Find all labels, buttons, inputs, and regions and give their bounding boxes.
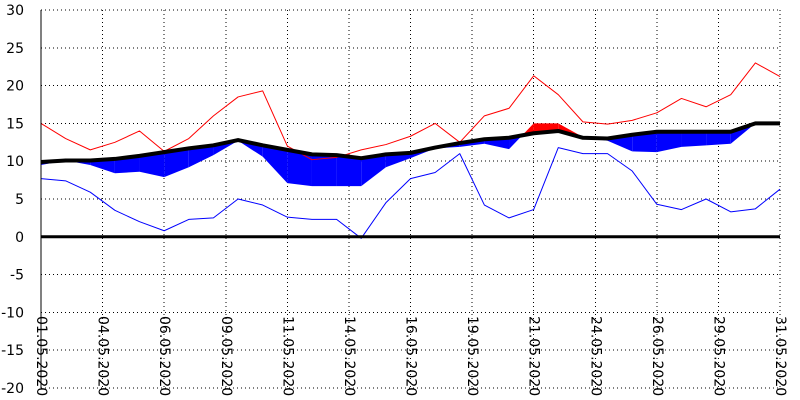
y-tick-label: -5 <box>10 268 24 284</box>
anomaly-below <box>656 131 682 153</box>
y-tick-label: 15 <box>6 116 24 132</box>
y-tick-label: 30 <box>6 3 24 19</box>
y-tick-label: 10 <box>6 154 24 170</box>
x-tick-label: 26.05.2020 <box>649 316 665 396</box>
x-tick-label: 31.05.2020 <box>772 316 788 396</box>
x-tick-label: 01.05.2020 <box>33 316 49 396</box>
y-tick-label: -15 <box>1 343 24 359</box>
anomaly-below <box>287 149 312 187</box>
min-temp-line <box>40 147 781 239</box>
anomaly-below <box>706 131 731 146</box>
anomaly-below <box>385 152 411 168</box>
x-tick-label: 14.05.2020 <box>341 316 357 396</box>
anomaly-below <box>361 154 386 187</box>
y-tick-labels: 30 25 20 15 10 5 0 -5 -10 -15 -20 <box>1 3 24 397</box>
y-tick-label: 20 <box>6 79 24 95</box>
x-tick-label: 24.05.2020 <box>587 316 603 396</box>
y-tick-label: -10 <box>1 305 24 321</box>
y-tick-label: 5 <box>15 192 24 208</box>
x-tick-labels: 01.05.2020 04.05.2020 06.05.2020 09.05.2020… <box>33 316 788 396</box>
x-tick-label: 21.05.2020 <box>526 316 542 396</box>
x-tick-label: 16.05.2020 <box>403 316 419 396</box>
anomaly-below <box>311 154 337 187</box>
x-tick-label: 09.05.2020 <box>218 316 234 396</box>
anomaly-below <box>188 145 214 168</box>
normal-temp-line <box>40 121 780 164</box>
y-tick-label: 25 <box>6 41 24 57</box>
anomaly-below <box>90 158 115 174</box>
series-lines <box>40 62 781 239</box>
anomaly-below <box>139 152 165 178</box>
anomaly-below <box>114 155 140 174</box>
anomaly-below <box>164 148 189 178</box>
x-tick-label: 29.05.2020 <box>710 316 726 396</box>
y-tick-label: 0 <box>15 230 24 246</box>
anomaly-below <box>336 155 362 187</box>
anomaly-below <box>213 140 239 156</box>
x-tick-label: 04.05.2020 <box>95 316 111 396</box>
anomaly-below <box>730 123 756 144</box>
x-tick-label: 11.05.2020 <box>279 316 295 396</box>
y-tick-label: -20 <box>1 381 24 397</box>
anomaly-below <box>262 145 288 184</box>
x-tick-label: 19.05.2020 <box>464 316 480 396</box>
anomaly-below <box>632 131 657 153</box>
anomaly-below <box>681 131 707 147</box>
x-tick-label: 06.05.2020 <box>156 316 172 396</box>
